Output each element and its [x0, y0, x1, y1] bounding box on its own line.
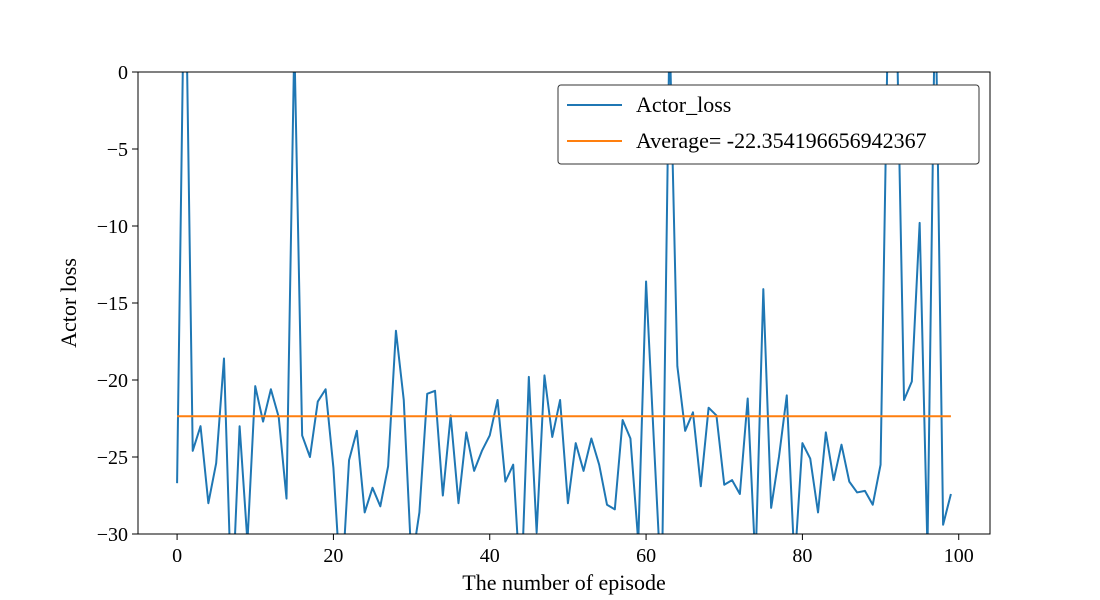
series-layer — [176, 72, 952, 534]
x-tick-label: 0 — [172, 545, 182, 567]
x-tick-label: 20 — [323, 545, 343, 567]
x-tick-label: 40 — [480, 545, 500, 567]
series-line-actor-loss — [176, 72, 952, 534]
y-tick-label: −25 — [97, 447, 128, 469]
y-axis-label: Actor loss — [56, 258, 81, 348]
ticks-layer: 0 20 40 60 80 100 0 −5 −10 −15 −20 −25 −30 — [97, 62, 974, 567]
x-tick-label: 60 — [636, 545, 656, 567]
x-tick-label: 100 — [944, 545, 974, 567]
legend: Actor_loss Average= -22.354196656942367 — [557, 84, 980, 165]
x-tick-label: 80 — [792, 545, 812, 567]
y-tick-label: −10 — [97, 216, 128, 238]
y-tick-label: −30 — [97, 524, 128, 546]
y-tick-label: −20 — [97, 370, 128, 392]
y-tick-label: −5 — [107, 139, 128, 161]
legend-label-average: Average= -22.354196656942367 — [636, 128, 927, 153]
legend-label-actor-loss: Actor_loss — [636, 92, 731, 117]
y-tick-label: 0 — [118, 62, 128, 84]
y-tick-label: −15 — [97, 293, 128, 315]
legend-box — [557, 84, 980, 165]
x-axis-label: The number of episode — [462, 570, 665, 595]
